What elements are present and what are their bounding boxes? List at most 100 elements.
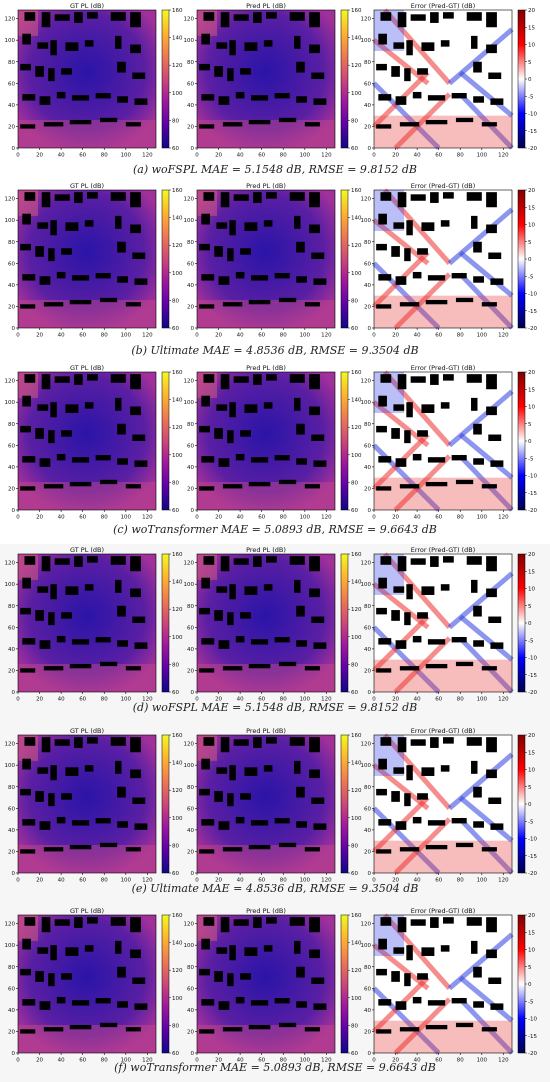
building-footprint bbox=[412, 635, 422, 643]
building-footprint bbox=[216, 404, 228, 411]
building-footprint bbox=[240, 973, 251, 980]
building-footprint bbox=[250, 457, 269, 463]
figure-caption: (f) woTransformer MAE = 5.0893 dB, RMSE … bbox=[114, 1061, 436, 1074]
building-footprint bbox=[227, 248, 234, 262]
x-tick-label: 60 bbox=[79, 333, 86, 339]
pred-frame bbox=[196, 734, 336, 874]
colorbar-tick-label: 120 bbox=[172, 968, 183, 974]
error-frame bbox=[373, 553, 513, 693]
x-tick-label: 100 bbox=[121, 515, 132, 521]
error-ray-streak bbox=[458, 795, 514, 843]
x-tick-label: 20 bbox=[392, 153, 399, 159]
building-footprint bbox=[41, 12, 51, 28]
pred-panel-title: Pred PL (dB) bbox=[246, 182, 286, 190]
building-footprint bbox=[222, 1027, 243, 1032]
building-footprint bbox=[406, 402, 413, 418]
building-footprint bbox=[313, 823, 327, 830]
figure-panels: GT PL (dB)0 20 40 60 80 100 120020406080100120… bbox=[5, 907, 538, 1064]
building-footprint bbox=[203, 12, 215, 21]
building-footprint bbox=[201, 758, 210, 770]
x-tick-label: 120 bbox=[142, 1058, 153, 1064]
building-footprint bbox=[216, 222, 228, 229]
building-footprint bbox=[87, 737, 98, 744]
building-footprint bbox=[378, 33, 387, 45]
building-footprint bbox=[35, 66, 44, 77]
error-ray-streak bbox=[458, 432, 514, 480]
x-tick-label: 20 bbox=[215, 697, 222, 703]
building-footprint bbox=[296, 966, 305, 978]
building-footprint bbox=[22, 758, 31, 770]
building-footprint bbox=[233, 14, 249, 21]
building-footprint bbox=[54, 919, 70, 926]
building-footprint bbox=[278, 479, 297, 485]
building-footprint bbox=[201, 577, 210, 589]
building-footprint bbox=[490, 278, 504, 285]
building-footprint bbox=[43, 302, 64, 307]
building-footprint bbox=[253, 374, 262, 385]
x-tick-label: 0 bbox=[372, 1058, 376, 1064]
building-footprint bbox=[95, 818, 111, 824]
building-footprint bbox=[410, 194, 426, 201]
building-footprint bbox=[473, 786, 482, 798]
building-footprint bbox=[376, 304, 392, 309]
building-footprint bbox=[220, 192, 230, 208]
colorbar-tick-label: -15 bbox=[528, 309, 537, 315]
building-footprint bbox=[132, 252, 146, 259]
building-footprint bbox=[130, 737, 141, 753]
error-panel: Error (Pred-GT) (dB)0 20 40 60 80 100 12002040… bbox=[361, 907, 538, 1064]
building-footprint bbox=[50, 402, 57, 418]
building-footprint bbox=[471, 215, 478, 229]
building-footprint bbox=[376, 425, 387, 433]
y-tick-label: 40 bbox=[8, 103, 15, 109]
building-footprint bbox=[218, 640, 230, 649]
building-footprint bbox=[313, 642, 327, 649]
x-tick-label: 20 bbox=[392, 697, 399, 703]
building-footprint bbox=[263, 402, 273, 409]
building-footprint bbox=[222, 666, 243, 671]
building-footprint bbox=[84, 40, 94, 47]
building-footprint bbox=[54, 376, 70, 383]
building-footprint bbox=[248, 299, 271, 305]
building-footprint bbox=[229, 40, 236, 56]
x-tick-label: 40 bbox=[414, 153, 421, 159]
y-tick-label: 100 bbox=[5, 763, 16, 769]
building-footprint bbox=[378, 638, 392, 645]
building-footprint bbox=[410, 14, 426, 21]
building-footprint bbox=[397, 556, 407, 572]
x-tick-label: 0 bbox=[195, 878, 199, 884]
x-tick-label: 120 bbox=[321, 515, 332, 521]
x-tick-label: 60 bbox=[79, 697, 86, 703]
building-footprint bbox=[376, 849, 392, 854]
building-footprint bbox=[309, 374, 320, 390]
x-tick-label: 0 bbox=[372, 697, 376, 703]
building-footprint bbox=[278, 661, 297, 667]
y-tick-label: 120 bbox=[361, 742, 372, 748]
colorbar-tick-label: 100 bbox=[172, 453, 183, 459]
y-tick-label: 20 bbox=[8, 304, 15, 310]
building-footprint bbox=[376, 1029, 392, 1034]
building-footprint bbox=[61, 973, 72, 980]
colorbar-tick-label: 20 bbox=[528, 188, 535, 194]
y-tick-label: 60 bbox=[187, 986, 194, 992]
building-footprint bbox=[130, 192, 141, 208]
gt-panel: GT PL (dB) 0 20 40 60 80 100 120 0 20 40 60 80 100 120… bbox=[5, 907, 183, 1064]
x-tick-label: 20 bbox=[36, 333, 43, 339]
x-tick-label: 60 bbox=[79, 878, 86, 884]
building-footprint bbox=[412, 271, 422, 279]
colorbar-tick-label: 10 bbox=[528, 768, 535, 774]
colorbar-tick-label: 120 bbox=[351, 425, 362, 431]
colorbar-tick-label: 120 bbox=[172, 243, 183, 249]
x-tick-label: 40 bbox=[58, 1058, 65, 1064]
building-footprint bbox=[481, 122, 497, 127]
y-tick-label: 100 bbox=[5, 943, 16, 949]
y-tick-label: 120 bbox=[361, 561, 372, 567]
building-footprint bbox=[61, 248, 72, 255]
pred-colorbar bbox=[340, 189, 349, 329]
y-tick-label: 120 bbox=[5, 742, 16, 748]
building-footprint bbox=[117, 1001, 128, 1008]
x-tick-label: 80 bbox=[101, 697, 108, 703]
x-tick-label: 80 bbox=[280, 333, 287, 339]
building-footprint bbox=[427, 457, 446, 463]
building-footprint bbox=[399, 122, 420, 127]
y-tick-label: 80 bbox=[187, 240, 194, 246]
